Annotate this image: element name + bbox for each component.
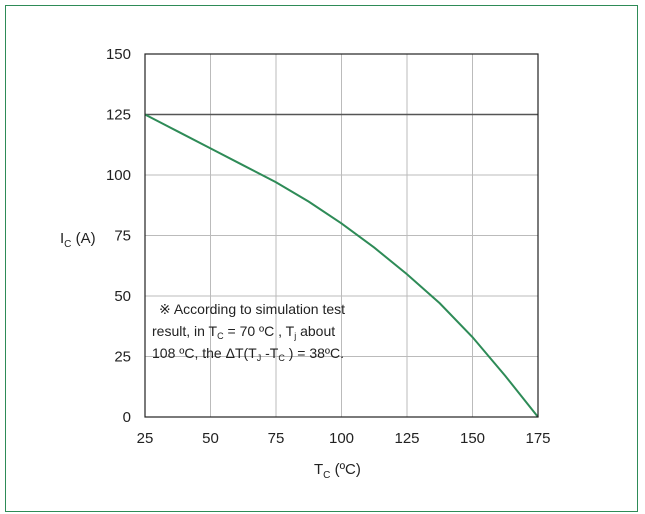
annotation-line-2-a: result, in T xyxy=(152,323,218,339)
y-tick-label: 0 xyxy=(123,409,131,426)
annotation-line-3-a: 108 ºC, the ΔT(T xyxy=(152,345,257,361)
figure-frame xyxy=(5,5,638,512)
x-axis-label-main: T xyxy=(314,461,323,478)
x-axis-label-unit: (ºC) xyxy=(330,461,360,478)
y-tick-label: 100 xyxy=(106,167,131,184)
x-axis-label-sub: C xyxy=(323,470,330,481)
annotation-line-2: result, in TC = 70 ºC , Tj about xyxy=(152,323,335,341)
annotation-line-3: 108 ºC, the ΔT(TJ -TC ) = 38ºC. xyxy=(152,345,344,363)
series-line xyxy=(144,113,539,418)
x-tick-label: 50 xyxy=(202,430,219,447)
x-tick-label: 150 xyxy=(460,430,485,447)
annotation: ※ According to simulation test result, i… xyxy=(152,301,345,363)
x-tick-label: 100 xyxy=(329,430,354,447)
annotation-line-2-c: about xyxy=(296,323,335,339)
grid xyxy=(144,53,539,418)
x-tick-label: 25 xyxy=(137,430,154,447)
y-axis-label-unit: (A) xyxy=(71,230,95,247)
x-tick-label: 125 xyxy=(394,430,419,447)
y-tick-label: 25 xyxy=(114,349,131,366)
x-tick-label: 175 xyxy=(525,430,550,447)
y-tick-label: 150 xyxy=(106,46,131,63)
x-tick-labels: 25 50 75 100 125 150 175 xyxy=(137,430,551,447)
annotation-line-3-c: ) = 38ºC. xyxy=(285,345,344,361)
annotation-line-1: ※ According to simulation test xyxy=(159,301,345,317)
annotation-line-2-sub2: j xyxy=(293,331,296,341)
plot-area-border xyxy=(144,53,539,418)
x-axis-label: TC (ºC) xyxy=(314,461,361,481)
y-tick-label: 50 xyxy=(114,288,131,305)
x-tick-label: 75 xyxy=(268,430,285,447)
y-axis-label-sub: C xyxy=(64,239,71,250)
y-axis-label-main: I xyxy=(60,230,64,247)
annotation-line-3-sub2: C xyxy=(278,353,285,363)
annotation-line-2-b: = 70 ºC , T xyxy=(224,323,295,339)
y-axis-label: IC (A) xyxy=(60,230,96,250)
y-tick-labels: 0 25 50 75 100 125 150 xyxy=(106,46,131,426)
annotation-line-3-b: -T xyxy=(261,345,279,361)
y-tick-label: 125 xyxy=(106,107,131,124)
annotation-line-2-sub1: C xyxy=(217,331,224,341)
y-tick-label: 75 xyxy=(114,228,131,245)
annotation-line-3-sub1: J xyxy=(257,353,262,363)
